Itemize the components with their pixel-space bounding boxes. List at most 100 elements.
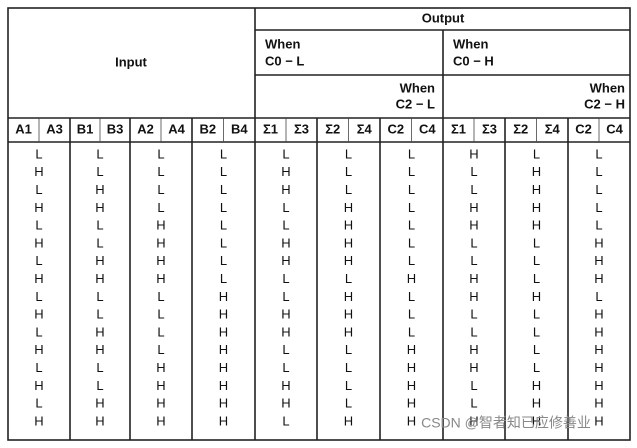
- cell-value: H: [344, 324, 353, 339]
- cell-value: H: [95, 396, 104, 411]
- cell-value: L: [595, 200, 602, 215]
- cell-value: L: [220, 218, 227, 233]
- cell-value: L: [282, 218, 289, 233]
- cell-value: L: [282, 200, 289, 215]
- cell-value: L: [157, 146, 164, 161]
- cell-value: H: [156, 396, 165, 411]
- column-label: Σ2: [325, 121, 340, 136]
- condition: When: [590, 80, 625, 95]
- cell-value: L: [470, 164, 477, 179]
- cell-value: L: [157, 324, 164, 339]
- cell-value: H: [407, 378, 416, 393]
- cell-value: L: [533, 253, 540, 268]
- cell-value: L: [35, 253, 42, 268]
- cell-value: H: [407, 396, 416, 411]
- cell-value: L: [345, 182, 352, 197]
- cell-value: L: [96, 378, 103, 393]
- condition: C0 − L: [265, 53, 304, 68]
- cell-value: H: [469, 342, 478, 357]
- cell-value: H: [281, 164, 290, 179]
- watermark: CSDN @智者知已应修善业: [421, 415, 591, 431]
- column-label: Σ3: [482, 121, 497, 136]
- cell-value: H: [594, 271, 603, 286]
- cell-value: L: [157, 307, 164, 322]
- cell-value: H: [344, 218, 353, 233]
- cell-value: H: [469, 289, 478, 304]
- cell-value: L: [470, 378, 477, 393]
- cell-value: L: [470, 324, 477, 339]
- cell-value: L: [157, 289, 164, 304]
- cell-value: H: [34, 413, 43, 428]
- cell-value: L: [220, 146, 227, 161]
- cell-value: H: [219, 324, 228, 339]
- cell-value: H: [156, 271, 165, 286]
- cell-value: L: [96, 164, 103, 179]
- condition: C2 − H: [584, 96, 625, 111]
- cell-value: H: [34, 342, 43, 357]
- cell-value: L: [35, 289, 42, 304]
- cell-value: H: [532, 200, 541, 215]
- cell-value: L: [533, 360, 540, 375]
- cell-value: L: [35, 218, 42, 233]
- cell-value: L: [96, 235, 103, 250]
- cell-value: L: [470, 307, 477, 322]
- cell-value: L: [157, 164, 164, 179]
- cell-value: H: [344, 413, 353, 428]
- cell-value: L: [282, 360, 289, 375]
- cell-value: H: [219, 378, 228, 393]
- cell-value: H: [219, 342, 228, 357]
- cell-value: L: [345, 396, 352, 411]
- cell-value: L: [345, 164, 352, 179]
- cell-value: L: [408, 289, 415, 304]
- cell-value: H: [469, 200, 478, 215]
- column-label: Σ2: [513, 121, 528, 136]
- cell-value: H: [34, 235, 43, 250]
- column-label: A1: [15, 121, 32, 136]
- cell-value: L: [220, 271, 227, 286]
- cell-value: H: [281, 324, 290, 339]
- cell-value: L: [408, 307, 415, 322]
- cell-value: H: [156, 253, 165, 268]
- cell-value: L: [408, 200, 415, 215]
- cell-value: H: [594, 235, 603, 250]
- cell-value: H: [95, 413, 104, 428]
- cell-value: L: [220, 182, 227, 197]
- cell-value: L: [96, 289, 103, 304]
- cell-value: H: [594, 307, 603, 322]
- cell-value: L: [96, 307, 103, 322]
- column-label: Σ1: [451, 121, 466, 136]
- column-label: B4: [231, 121, 248, 136]
- cell-value: H: [594, 360, 603, 375]
- cell-value: L: [345, 146, 352, 161]
- cell-value: H: [407, 342, 416, 357]
- cell-value: H: [281, 253, 290, 268]
- cell-value: H: [95, 182, 104, 197]
- cell-value: H: [219, 289, 228, 304]
- cell-value: H: [594, 253, 603, 268]
- cell-value: H: [469, 146, 478, 161]
- cell-value: L: [96, 146, 103, 161]
- cell-value: L: [282, 271, 289, 286]
- cell-value: H: [594, 324, 603, 339]
- cell-value: H: [532, 164, 541, 179]
- cell-value: L: [345, 342, 352, 357]
- column-label: Σ4: [357, 121, 373, 136]
- cell-value: H: [469, 218, 478, 233]
- grid: [7, 7, 631, 441]
- cell-value: L: [408, 235, 415, 250]
- condition: When: [265, 36, 300, 51]
- cell-value: H: [594, 378, 603, 393]
- cell-value: H: [532, 289, 541, 304]
- cell-value: L: [282, 413, 289, 428]
- output-header: Output: [422, 10, 465, 25]
- column-label: B2: [199, 121, 216, 136]
- cell-value: L: [533, 146, 540, 161]
- cell-value: L: [35, 182, 42, 197]
- cell-value: H: [281, 182, 290, 197]
- cell-value: L: [595, 146, 602, 161]
- cell-value: L: [35, 146, 42, 161]
- column-label: A4: [168, 121, 185, 136]
- cell-value: L: [470, 253, 477, 268]
- cell-value: L: [96, 218, 103, 233]
- cell-value: L: [470, 235, 477, 250]
